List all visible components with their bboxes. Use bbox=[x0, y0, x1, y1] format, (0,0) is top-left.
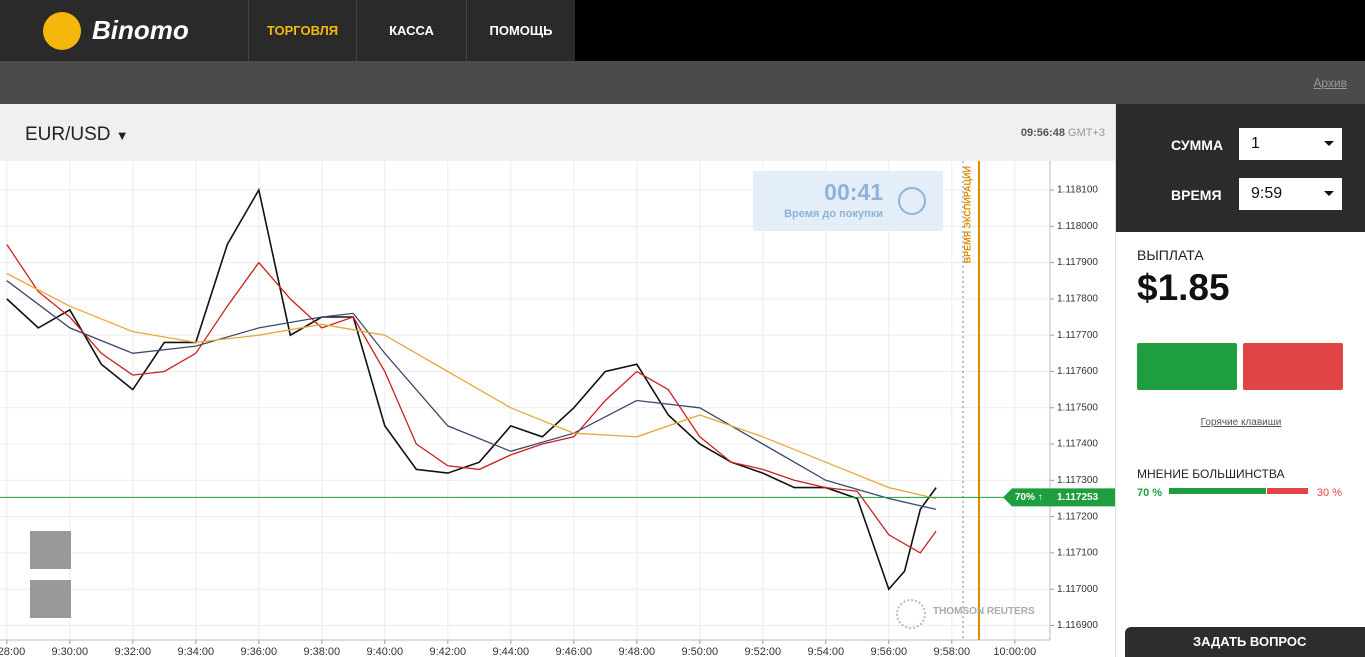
x-tick-label: 10:00:00 bbox=[993, 646, 1036, 657]
timer-value: 00:41 bbox=[824, 179, 883, 205]
x-tick-label: 9:54:00 bbox=[807, 646, 844, 657]
up-bar bbox=[1169, 488, 1266, 494]
trade-panel: СУММА 1 ВРЕМЯ 9:59 ВЫПЛАТА $1.85 Горячие… bbox=[1115, 104, 1365, 657]
top-bar-left: Binomo ТОРГОВЛЯ КАССА ПОМОЩЬ bbox=[0, 0, 575, 61]
series-line bbox=[6, 244, 937, 554]
timer-icon bbox=[898, 187, 926, 215]
x-tick-label: 9:52:00 bbox=[744, 646, 781, 657]
current-price-label: 1.117253 bbox=[1057, 492, 1099, 503]
asset-selector[interactable]: EUR/USD ▼ bbox=[25, 124, 129, 145]
timer-label: Время до покупки bbox=[784, 208, 883, 220]
top-bar: Binomo ТОРГОВЛЯ КАССА ПОМОЩЬ bbox=[0, 0, 1365, 61]
y-tick-label: 1.117700 bbox=[1057, 330, 1098, 341]
y-tick-label: 1.117600 bbox=[1057, 366, 1098, 377]
tab[interactable]: ТОРГОВЛЯ bbox=[248, 0, 356, 61]
series-line bbox=[6, 272, 937, 500]
logo[interactable]: Binomo bbox=[92, 15, 189, 45]
series-line bbox=[6, 187, 937, 591]
x-tick-label: 9:46:00 bbox=[555, 646, 592, 657]
tab[interactable]: ПОМОЩЬ bbox=[466, 0, 575, 61]
payout-label: ВЫПЛАТА bbox=[1137, 247, 1204, 263]
payout: $1.85 bbox=[1137, 267, 1230, 308]
y-tick-label: 1.117300 bbox=[1057, 475, 1098, 486]
time-select[interactable]: 9:59 bbox=[1239, 178, 1342, 210]
up-percent: 70 % bbox=[1137, 487, 1163, 499]
majority-label: МНЕНИЕ БОЛЬШИНСТВА bbox=[1137, 467, 1285, 481]
y-tick-label: 1.117400 bbox=[1057, 439, 1098, 450]
watermark-logo bbox=[896, 599, 926, 629]
chart-header: EUR/USD ▼ 09:56:48 GMT+3 bbox=[0, 104, 1115, 161]
majority-tag: 70% ↑ bbox=[1015, 492, 1043, 503]
y-tick-label: 1.118100 bbox=[1057, 185, 1098, 196]
asset[interactable]: EUR/USD bbox=[25, 124, 111, 145]
x-tick-label: 9:38:00 bbox=[303, 646, 340, 657]
y-tick-label: 1.117200 bbox=[1057, 511, 1098, 522]
x-tick-label: 9:40:00 bbox=[366, 646, 403, 657]
amount-label: СУММА bbox=[1171, 137, 1224, 153]
timezone: GMT+3 bbox=[1068, 127, 1105, 139]
x-tick-label: 9:44:00 bbox=[492, 646, 529, 657]
timer: 00:41 Время до покупки bbox=[753, 171, 943, 231]
price-tag bbox=[1003, 488, 1115, 507]
expiration-label: ВРЕМЯ ЭКСПИРАЦИИ bbox=[962, 166, 972, 263]
panel-top: СУММА 1 ВРЕМЯ 9:59 bbox=[1116, 104, 1365, 232]
tab[interactable]: КАССА bbox=[356, 0, 466, 61]
x-tick-label: 9:32:00 bbox=[114, 646, 151, 657]
amount-select[interactable]: 1 bbox=[1239, 128, 1342, 160]
series-line bbox=[6, 280, 937, 511]
hotkeys-link[interactable]: Горячие клавиши bbox=[1200, 417, 1282, 428]
x-tick-label: 9:34:00 bbox=[177, 646, 214, 657]
x-tick-label: 9:28:00 bbox=[0, 646, 25, 657]
time-label: ВРЕМЯ bbox=[1171, 187, 1222, 203]
y-tick-label: 1.118000 bbox=[1057, 221, 1098, 232]
chart: 9:28:00 9:30:00 9:32:00 9:34:00 9:36:00 9:38:… bbox=[0, 161, 1115, 657]
call-button[interactable] bbox=[1137, 343, 1237, 390]
clock-time: 09:56:48 bbox=[1020, 127, 1065, 139]
indicators-button[interactable] bbox=[30, 580, 71, 618]
x-tick-label: 9:42:00 bbox=[429, 646, 466, 657]
down-percent: 30 % bbox=[1316, 487, 1342, 499]
down-bar bbox=[1266, 488, 1308, 494]
x-tick-label: 9:30:00 bbox=[51, 646, 88, 657]
logo-icon[interactable] bbox=[43, 12, 81, 50]
plot-area bbox=[0, 161, 1050, 640]
y-tick-label: 1.117500 bbox=[1057, 402, 1098, 413]
clock: 09:56:48 GMT+3 bbox=[1021, 127, 1105, 139]
watermark: THOMSON REUTERS bbox=[933, 606, 1035, 617]
x-tick-label: 9:58:00 bbox=[933, 646, 970, 657]
x-tick-label: 9:56:00 bbox=[870, 646, 907, 657]
x-tick-label: 9:36:00 bbox=[240, 646, 277, 657]
y-tick-label: 1.117100 bbox=[1057, 548, 1098, 559]
y-tick-label: 1.117800 bbox=[1057, 294, 1098, 305]
archive-link[interactable]: Архив bbox=[1313, 76, 1347, 90]
ask-question-button[interactable]: ЗАДАТЬ ВОПРОС bbox=[1125, 627, 1365, 657]
sub-bar: Архив bbox=[0, 61, 1365, 104]
x-tick-label: 9:48:00 bbox=[618, 646, 655, 657]
chart-type-button[interactable] bbox=[30, 531, 71, 569]
y-tick-label: 1.117900 bbox=[1057, 257, 1098, 268]
x-tick-label: 9:50:00 bbox=[681, 646, 718, 657]
y-tick-label: 1.117000 bbox=[1057, 584, 1098, 595]
majority-bar bbox=[1169, 488, 1309, 494]
y-tick-label: 1.116900 bbox=[1057, 620, 1098, 631]
put-button[interactable] bbox=[1243, 343, 1343, 390]
